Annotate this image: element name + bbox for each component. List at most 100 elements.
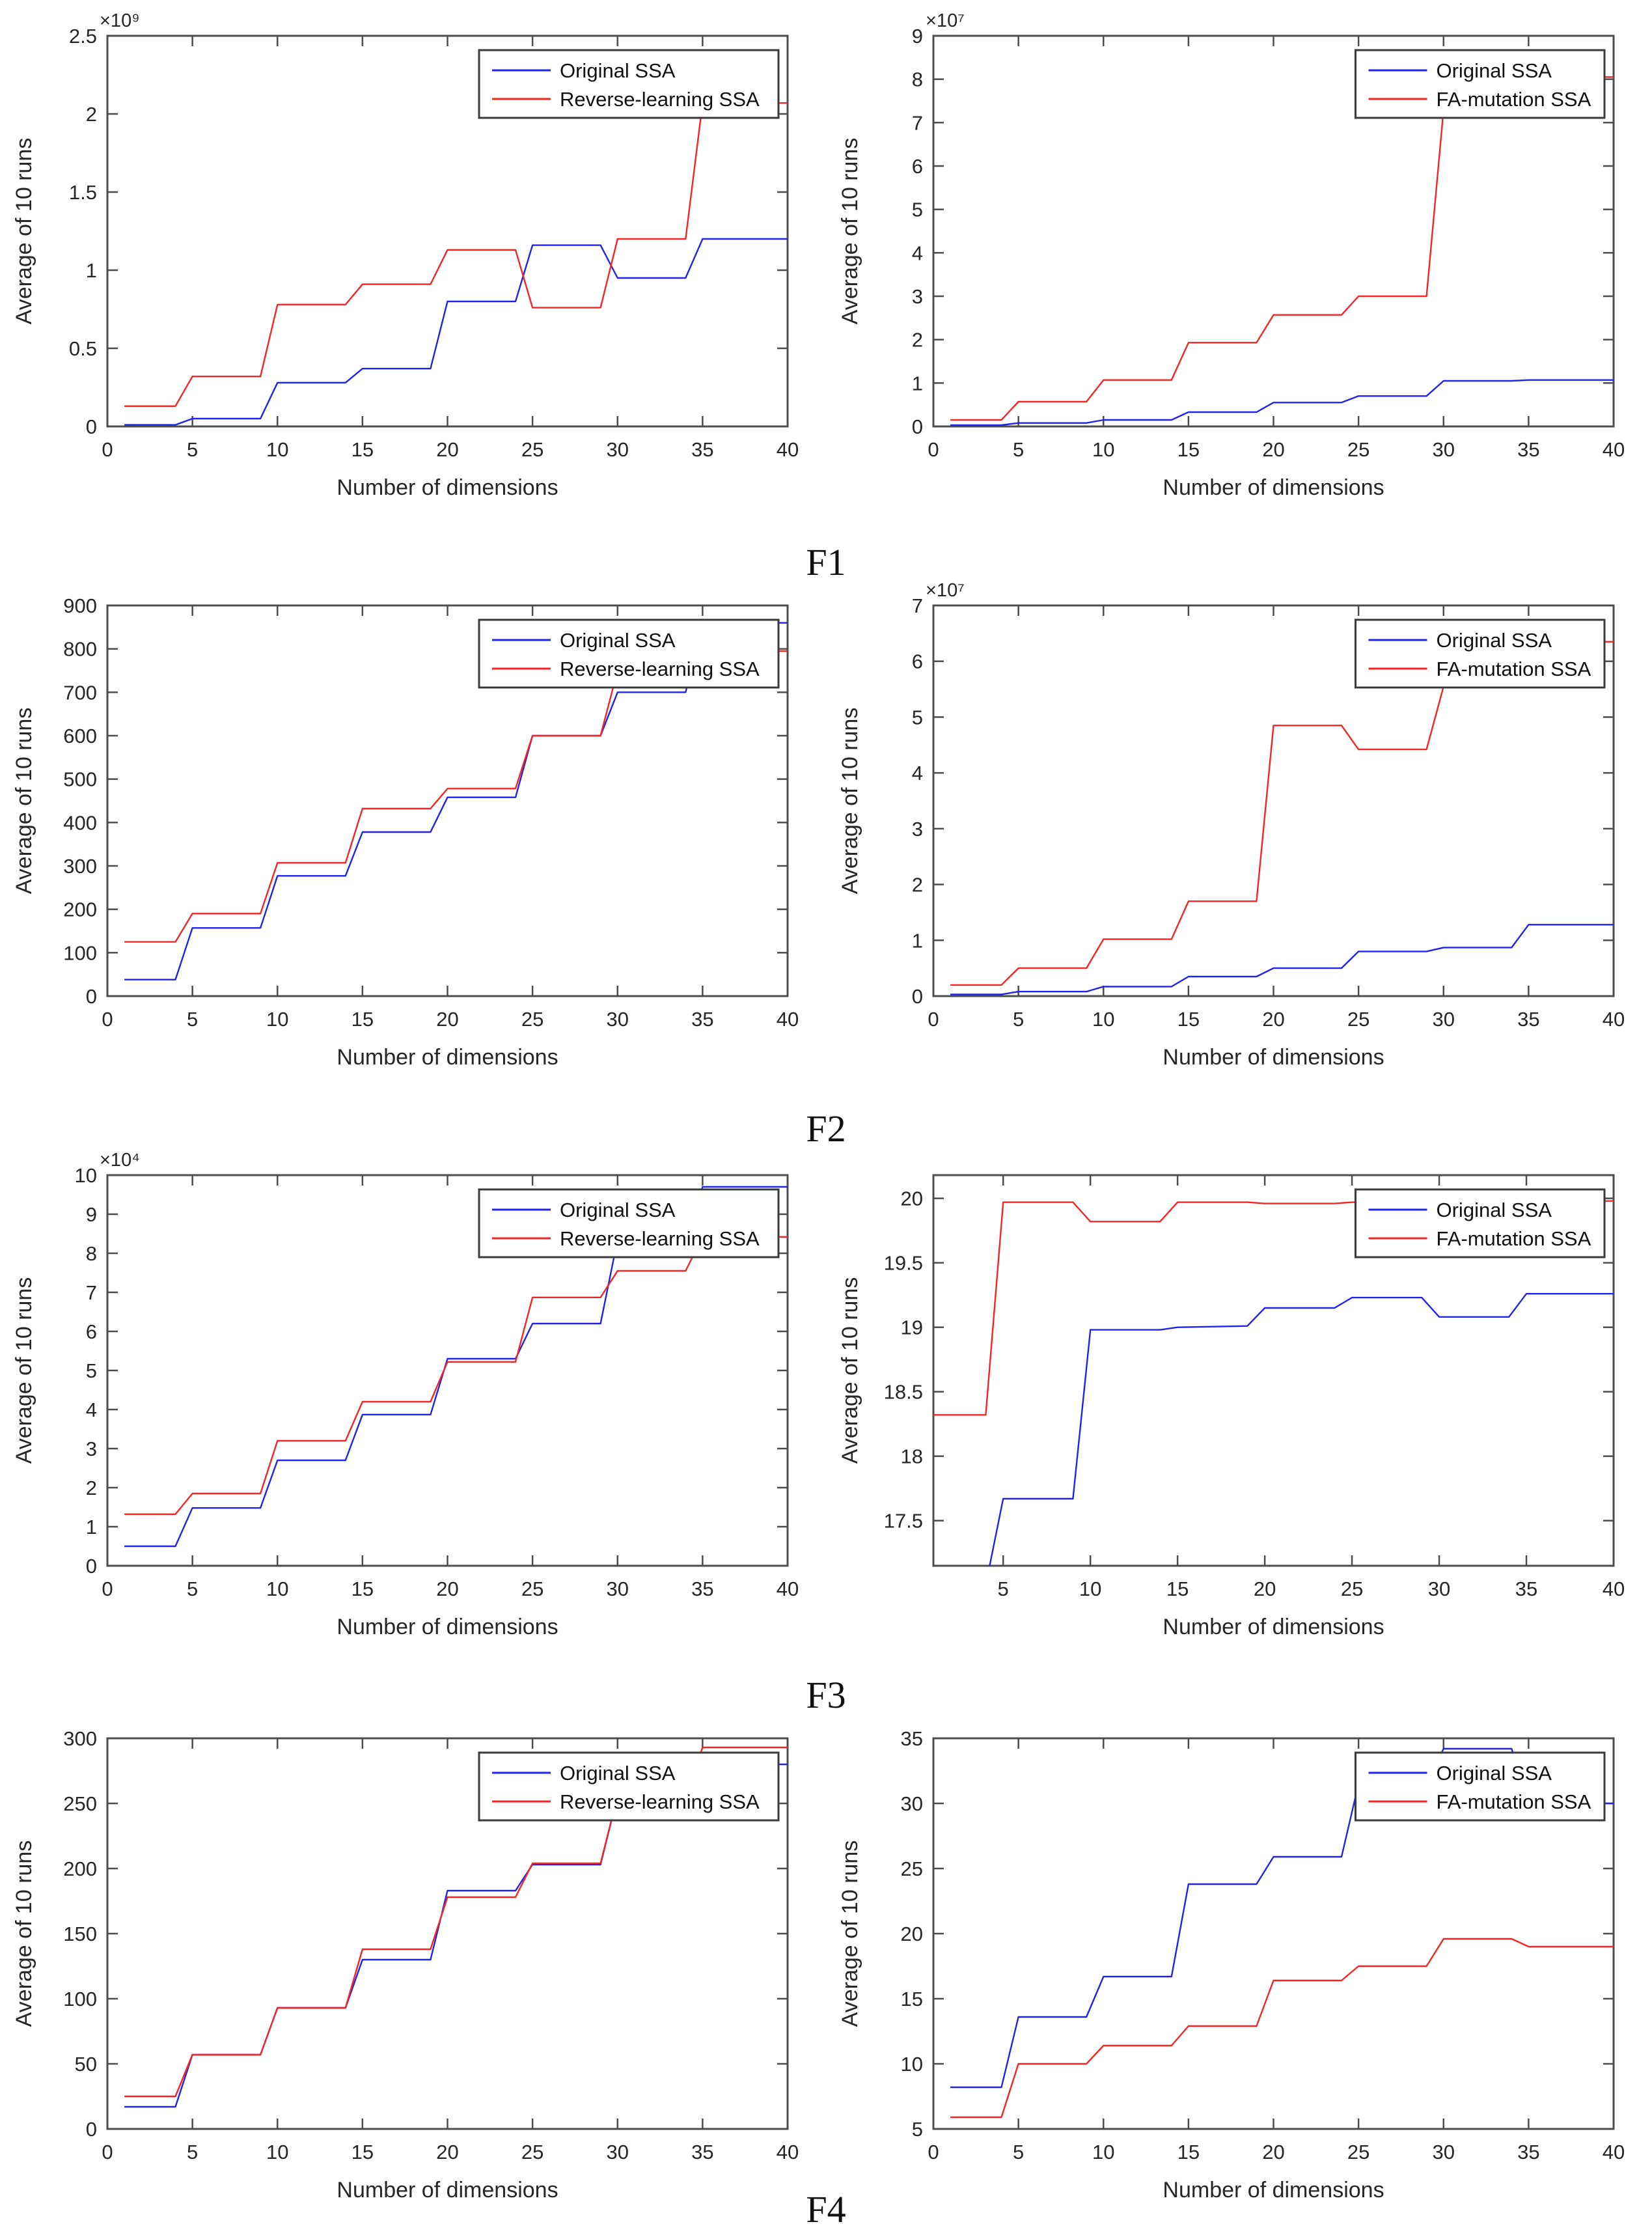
y-axis-label: Average of 10 runs <box>12 708 36 895</box>
y-tick-label: 9 <box>912 25 923 48</box>
y-tick-label: 20 <box>901 1923 923 1945</box>
legend-entry-label: Reverse-learning SSA <box>560 1227 760 1250</box>
x-tick-label: 5 <box>1013 2141 1024 2163</box>
y-tick-label: 300 <box>63 1727 97 1750</box>
x-tick-label: 30 <box>1428 1577 1450 1600</box>
x-tick-label: 5 <box>1013 438 1024 461</box>
x-tick-label: 30 <box>607 438 629 461</box>
y-tick-label: 5 <box>86 1359 97 1382</box>
series-group <box>950 1747 1614 2119</box>
x-tick-label: 0 <box>102 1008 113 1031</box>
x-tick-label: 40 <box>1603 1008 1625 1031</box>
y-tick-label: 4 <box>912 242 923 264</box>
series-line-blue <box>124 622 788 980</box>
x-tick-label: 30 <box>607 1008 629 1031</box>
x-tick-label: 10 <box>1079 1577 1101 1600</box>
x-tick-label: 5 <box>187 1577 198 1600</box>
legend-entry-label: Original SSA <box>1437 629 1552 652</box>
y-axis-exponent: ×10⁷ <box>926 580 965 601</box>
legend-entry-label: Reverse-learning SSA <box>560 658 760 680</box>
x-tick-label: 0 <box>928 2141 939 2163</box>
legend-entry-label: Reverse-learning SSA <box>560 1790 760 1813</box>
x-axis-label: Number of dimensions <box>1163 475 1384 500</box>
y-axis-label: Average of 10 runs <box>12 1277 36 1464</box>
legend-box <box>478 1188 780 1258</box>
legend-entry-label: FA-mutation SSA <box>1437 1790 1591 1813</box>
x-tick-label: 10 <box>266 2141 288 2163</box>
legend-box <box>478 49 780 119</box>
chart-f2-left: 0 5 10 15 20 25 30 35 40010020030040050060070080… <box>12 594 799 1070</box>
y-axis-exponent: ×10⁴ <box>100 1150 140 1171</box>
legend-entry-label: Reverse-learning SSA <box>560 88 760 111</box>
legend-box <box>478 618 780 689</box>
y-tick-label: 8 <box>86 1242 97 1265</box>
y-tick-label: 10 <box>901 2053 923 2076</box>
x-tick-label: 15 <box>351 1577 374 1600</box>
series-line-red <box>950 1938 1614 2119</box>
legend-entry-label: Original SSA <box>1437 1199 1552 1221</box>
y-axis-label: Average of 10 runs <box>838 1277 862 1464</box>
x-tick-label: 5 <box>187 438 198 461</box>
x-tick-label: 40 <box>1603 438 1625 461</box>
y-tick-label: 2.5 <box>69 25 97 48</box>
y-tick-label: 7 <box>912 594 923 617</box>
y-tick-label: 9 <box>86 1203 97 1226</box>
y-tick-label: 10 <box>75 1164 97 1187</box>
x-tick-label: 40 <box>1603 2141 1625 2163</box>
x-tick-label: 15 <box>351 1008 374 1031</box>
x-tick-label: 25 <box>1347 1008 1370 1031</box>
series-group <box>933 1200 1614 1566</box>
x-tick-label: 10 <box>266 1577 288 1600</box>
x-tick-label: 5 <box>1013 1008 1024 1031</box>
y-tick-label: 800 <box>63 638 97 661</box>
series-line-red <box>950 641 1614 986</box>
x-tick-label: 20 <box>1262 2141 1284 2163</box>
x-tick-label: 15 <box>351 2141 374 2163</box>
y-tick-label: 700 <box>63 681 97 704</box>
y-tick-label: 5 <box>912 2118 923 2141</box>
y-tick-label: 150 <box>63 1923 97 1945</box>
series-group <box>950 641 1614 995</box>
y-tick-label: 400 <box>63 811 97 834</box>
x-tick-label: 40 <box>1603 1577 1625 1600</box>
legend-box <box>1355 49 1606 119</box>
x-tick-label: 10 <box>1092 2141 1114 2163</box>
y-axis-label: Average of 10 runs <box>838 708 862 895</box>
y-axis-label: Average of 10 runs <box>838 138 862 325</box>
x-tick-label: 0 <box>102 1577 113 1600</box>
x-tick-label: 10 <box>266 438 288 461</box>
x-tick-label: 0 <box>102 438 113 461</box>
series-line-blue <box>950 379 1614 426</box>
y-axis-label: Average of 10 runs <box>12 138 36 325</box>
x-tick-label: 25 <box>521 438 544 461</box>
x-tick-label: 5 <box>187 1008 198 1031</box>
y-tick-label: 4 <box>86 1398 97 1421</box>
x-tick-label: 25 <box>521 1008 544 1031</box>
x-tick-label: 25 <box>1341 1577 1363 1600</box>
x-tick-label: 10 <box>266 1008 288 1031</box>
series-line-red <box>124 1236 788 1515</box>
x-tick-label: 10 <box>1092 438 1114 461</box>
y-tick-label: 50 <box>75 2053 97 2076</box>
y-tick-label: 0 <box>912 415 923 438</box>
series-line-blue <box>950 1747 1614 2089</box>
legend-box <box>478 1751 780 1822</box>
y-tick-label: 7 <box>86 1281 97 1304</box>
legend-entry-label: Original SSA <box>560 1199 676 1221</box>
figure-caption-f2: F2 <box>806 1107 846 1150</box>
x-tick-label: 0 <box>928 1008 939 1031</box>
y-tick-label: 6 <box>912 650 923 673</box>
y-tick-label: 35 <box>901 1727 923 1750</box>
x-tick-label: 0 <box>928 438 939 461</box>
x-tick-label: 35 <box>691 1577 713 1600</box>
x-tick-label: 15 <box>1177 2141 1200 2163</box>
y-tick-label: 200 <box>63 1857 97 1880</box>
y-tick-label: 1.5 <box>69 181 97 204</box>
x-tick-label: 15 <box>351 438 374 461</box>
x-tick-label: 10 <box>1092 1008 1114 1031</box>
legend-entry-label: Original SSA <box>1437 59 1552 82</box>
x-tick-label: 15 <box>1177 1008 1200 1031</box>
chart-f2-right: 0 5 10 15 20 25 30 35 40 0 1 2 3 4 5 6 7×10⁷ Number of di… <box>838 580 1625 1070</box>
y-tick-label: 18 <box>901 1445 923 1468</box>
legend-entry-label: Original SSA <box>560 59 676 82</box>
